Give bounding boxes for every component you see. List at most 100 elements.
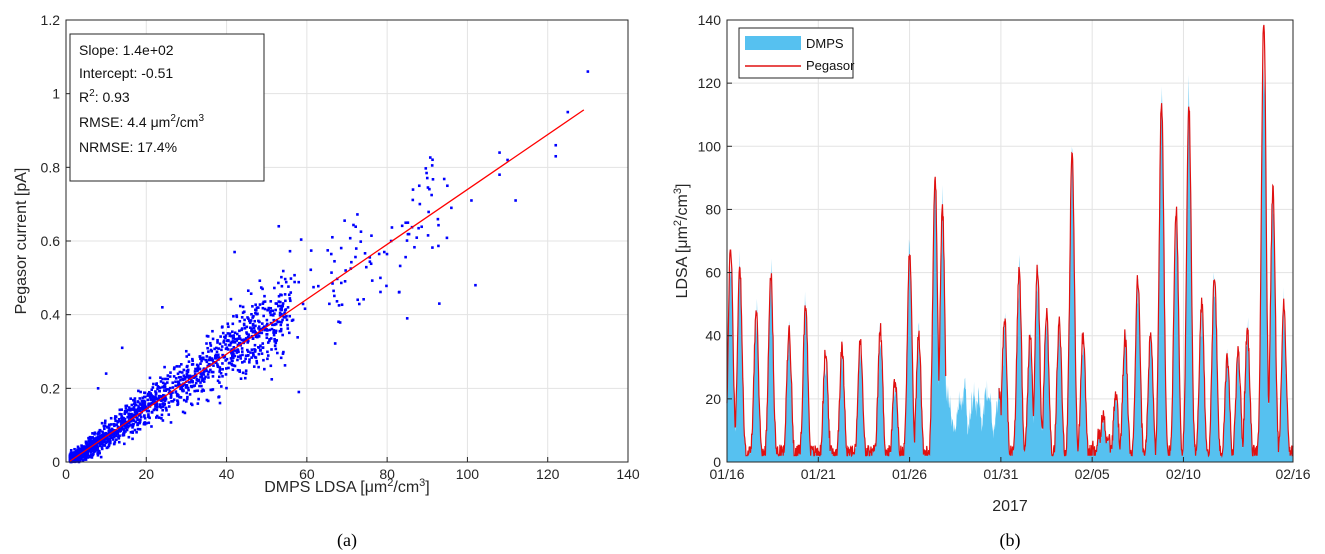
scatter-point	[86, 453, 89, 456]
scatter-point	[248, 321, 252, 325]
scatter-x-label-mid: /cm	[393, 479, 419, 496]
scatter-point	[331, 282, 334, 285]
scatter-point	[227, 339, 230, 343]
scatter-panel: 0 20 40 60 80 100 120 140 0 0.2 0.4 0.6 0.8 1 1.2 Slo…	[13, 12, 640, 551]
scatter-point	[263, 367, 266, 371]
scatter-point	[200, 390, 204, 393]
scatter-point	[273, 286, 276, 290]
scatter-point	[281, 304, 285, 307]
scatter-point	[204, 367, 208, 371]
scatter-point	[158, 403, 162, 406]
scatter-point	[118, 434, 121, 438]
scatter-point	[90, 437, 93, 440]
scatter-point	[207, 350, 210, 353]
scatter-point	[279, 293, 282, 296]
scatter-point	[211, 375, 215, 378]
scatter-point	[185, 365, 189, 369]
scatter-point	[150, 411, 154, 414]
scatter-point	[210, 349, 214, 353]
scatter-point	[85, 451, 89, 454]
scatter-point	[232, 356, 235, 360]
scatter-x-tick-label: 80	[379, 466, 395, 482]
scatter-point	[244, 337, 248, 340]
scatter-point	[119, 427, 122, 430]
scatter-point	[142, 422, 146, 426]
scatter-point	[69, 451, 73, 455]
scatter-point	[244, 357, 247, 361]
scatter-point	[95, 436, 98, 440]
scatter-point	[168, 390, 172, 393]
scatter-point	[243, 376, 247, 380]
scatter-point	[112, 431, 116, 435]
scatter-point	[232, 336, 236, 340]
scatter-point	[253, 319, 257, 323]
scatter-point	[363, 252, 367, 255]
scatter-point	[382, 250, 386, 254]
timeseries-y-tick-label: 100	[698, 138, 722, 154]
scatter-point	[233, 250, 236, 254]
scatter-point	[340, 303, 344, 307]
scatter-y-tick-label: 1	[52, 86, 60, 102]
scatter-point	[245, 331, 248, 334]
scatter-point	[217, 395, 220, 399]
scatter-point	[176, 392, 179, 396]
scatter-point	[332, 289, 335, 293]
scatter-point	[81, 452, 84, 456]
scatter-point	[413, 245, 416, 249]
scatter-point	[411, 188, 415, 191]
scatter-point	[243, 318, 246, 322]
scatter-point	[193, 384, 197, 387]
scatter-point	[248, 361, 251, 364]
scatter-point	[125, 409, 129, 413]
scatter-point	[229, 357, 233, 360]
scatter-point	[220, 348, 223, 352]
scatter-point	[80, 447, 83, 451]
scatter-point	[198, 384, 201, 388]
scatter-point	[91, 453, 95, 457]
scatter-point	[123, 442, 126, 446]
scatter-point	[186, 395, 189, 399]
scatter-point	[205, 369, 208, 373]
timeseries-y-tick-label: 140	[698, 12, 722, 28]
scatter-point	[474, 283, 477, 287]
scatter-point	[278, 311, 282, 315]
scatter-y-tick-label: 0.2	[41, 380, 61, 396]
scatter-point	[201, 378, 205, 381]
scatter-point	[164, 377, 167, 381]
scatter-point	[261, 322, 264, 325]
scatter-point	[141, 401, 145, 405]
scatter-point	[299, 238, 303, 241]
scatter-point	[235, 351, 239, 354]
scatter-point	[241, 371, 245, 375]
scatter-point	[193, 370, 197, 373]
scatter-point	[96, 446, 100, 449]
scatter-point	[269, 337, 273, 340]
scatter-point	[188, 393, 192, 396]
scatter-point	[114, 430, 118, 433]
scatter-point	[398, 264, 402, 268]
stats-rmse: RMSE: 4.4 μm2/cm3	[79, 113, 204, 130]
scatter-point	[101, 441, 105, 444]
scatter-point	[211, 388, 215, 391]
scatter-point	[205, 355, 209, 358]
scatter-point	[185, 397, 189, 401]
scatter-point	[247, 339, 250, 343]
scatter-point	[498, 151, 501, 154]
scatter-point	[274, 331, 277, 334]
scatter-point	[102, 443, 105, 447]
scatter-point	[146, 394, 150, 397]
scatter-point	[343, 280, 347, 283]
scatter-point	[84, 442, 88, 445]
scatter-point	[167, 413, 171, 416]
scatter-point	[268, 338, 271, 341]
timeseries-x-label: 2017	[992, 498, 1028, 515]
scatter-point	[252, 330, 256, 333]
scatter-point	[133, 408, 137, 412]
scatter-point	[188, 381, 191, 384]
scatter-point	[200, 384, 203, 388]
scatter-point	[251, 337, 255, 340]
timeseries-x-tick-label: 01/16	[709, 466, 744, 482]
scatter-point	[241, 311, 245, 314]
scatter-point	[356, 213, 359, 216]
scatter-point	[284, 299, 287, 303]
